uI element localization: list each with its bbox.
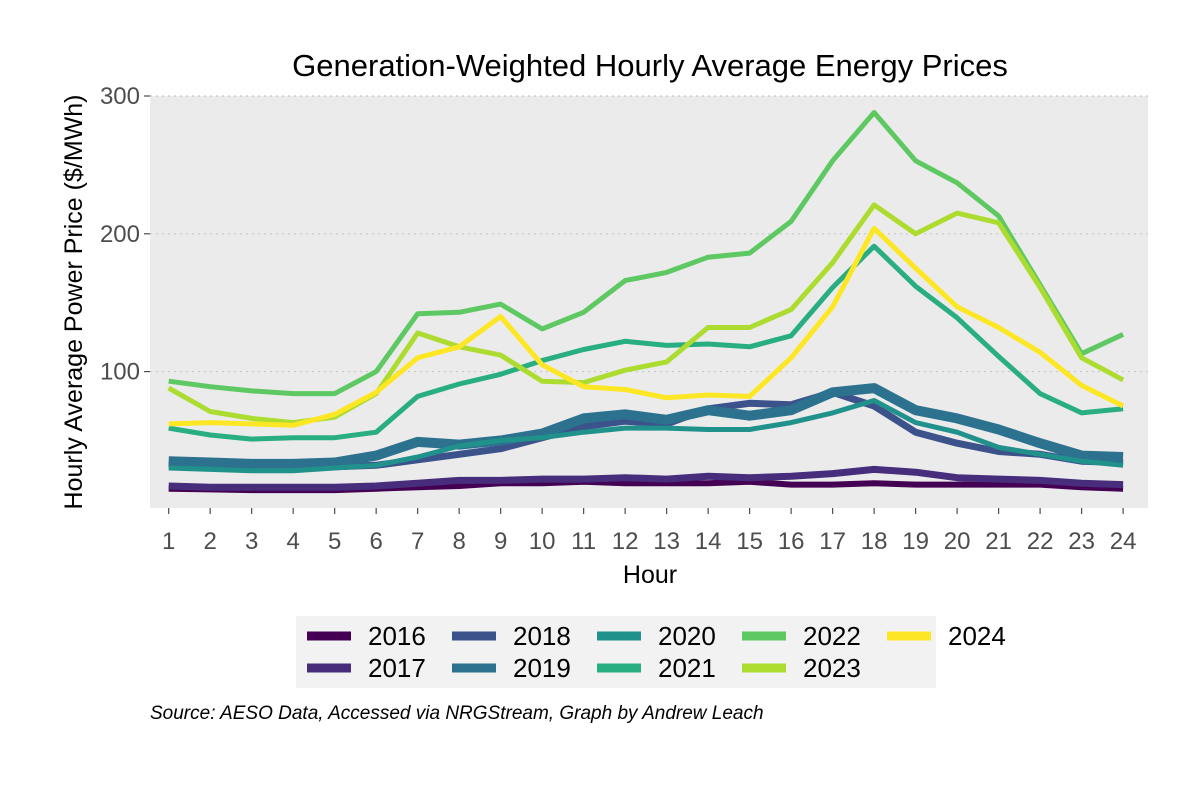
legend-background	[296, 616, 936, 688]
series-line-2020	[168, 398, 1124, 474]
legend-item-2023: 2023	[742, 653, 861, 683]
x-tick-label: 21	[985, 528, 1012, 555]
x-tick-label: 17	[819, 528, 846, 555]
x-tick-label: 3	[245, 528, 258, 555]
series-line-2021	[168, 243, 1124, 442]
x-tick-label: 23	[1068, 528, 1095, 555]
chart-title: Generation-Weighted Hourly Average Energ…	[292, 48, 1008, 83]
x-tick-label: 16	[778, 528, 805, 555]
legend-item-2022: 2022	[742, 621, 861, 651]
x-tick-label: 8	[452, 528, 465, 555]
x-tick-label: 24	[1110, 528, 1137, 555]
y-tick-label: 200	[100, 221, 140, 248]
x-tick-label: 5	[328, 528, 341, 555]
source-caption: Source: AESO Data, Accessed via NRGStrea…	[150, 703, 764, 724]
legend-item-2018: 2018	[452, 621, 571, 651]
x-axis-title: Hour	[623, 561, 677, 589]
y-tick-label: 100	[100, 359, 140, 386]
x-tick-label: 9	[494, 528, 507, 555]
legend-label: 2019	[513, 653, 571, 683]
legend-label: 2016	[368, 621, 426, 651]
legend-label: 2024	[948, 621, 1006, 651]
legend-label: 2017	[368, 653, 426, 683]
x-tick-label: 22	[1027, 528, 1054, 555]
y-axis-title: Hourly Average Power Price ($/MWh)	[60, 95, 88, 510]
legend-label: 2022	[803, 621, 861, 651]
series-line-2024	[168, 225, 1125, 428]
y-tick-label: 300	[100, 83, 140, 110]
x-tick-label: 6	[369, 528, 382, 555]
legend-label: 2018	[513, 621, 571, 651]
x-tick-label: 1	[162, 528, 175, 555]
series-lines	[167, 110, 1125, 494]
legend-item-2016: 2016	[307, 621, 426, 651]
x-tick-label: 14	[695, 528, 722, 555]
x-axis: 1 2 3 4 5 6 7 8 9 10 11 12 13 14 15 16 17 18 19 20 21 22 23 24	[162, 508, 1136, 555]
legend-item-2017: 2017	[307, 653, 426, 683]
x-tick-label: 19	[902, 528, 929, 555]
legend-item-2020: 2020	[597, 621, 716, 651]
x-tick-label: 18	[861, 528, 888, 555]
x-tick-label: 12	[612, 528, 639, 555]
x-tick-label: 15	[736, 528, 763, 555]
x-tick-label: 10	[529, 528, 556, 555]
x-tick-label: 4	[286, 528, 299, 555]
x-tick-label: 11	[571, 528, 596, 555]
series-line-2017	[168, 465, 1124, 491]
gridlines	[150, 95, 1148, 373]
legend-item-2021: 2021	[597, 653, 716, 683]
y-axis: 100 200 300	[100, 83, 150, 386]
x-tick-label: 7	[411, 528, 424, 555]
legend-label: 2021	[658, 653, 716, 683]
legend-label: 2023	[803, 653, 861, 683]
legend-label: 2020	[658, 621, 716, 651]
legend-item-2024: 2024	[887, 621, 1006, 651]
x-tick-label: 13	[653, 528, 680, 555]
x-tick-label: 2	[203, 528, 216, 555]
series-line-2019	[168, 383, 1124, 469]
series-line-2022	[168, 110, 1125, 397]
legend-item-2019: 2019	[452, 653, 571, 683]
x-tick-label: 20	[944, 528, 971, 555]
